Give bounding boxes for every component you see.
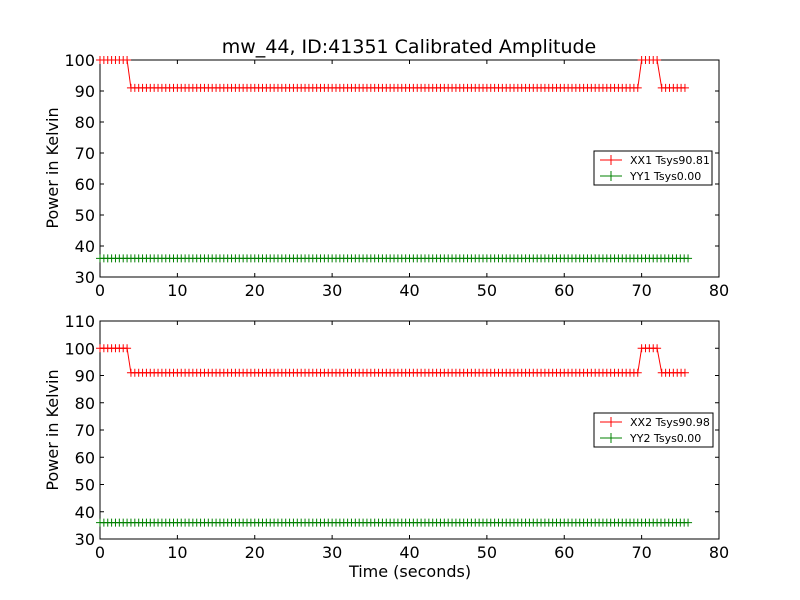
legend-bottom: XX2 Tsys90.98 YY2 Tsys0.00 [593,412,714,448]
x-tick-label-top: 20 [245,281,265,300]
x-tick-label-bottom: 60 [554,543,574,562]
y-tick-label-top: 90 [75,82,95,101]
y-tick-label-top: 40 [75,237,95,256]
data-point-xx2 [633,368,642,377]
ticks-bottom: 0 10 20 30 40 50 60 70 80 30 40 50 60 70 80 90 100 110 [64,312,729,562]
y-tick-label-bottom: 80 [75,394,95,413]
legend-marker-xx2 [606,417,616,427]
x-tick-label-top: 80 [709,281,729,300]
x-tick-label-top: 70 [631,281,651,300]
chart-title: mw_44, ID:41351 Calibrated Amplitude [222,36,597,58]
legend-marker-yy2 [606,433,616,443]
data-point-yy1 [684,254,693,263]
plot-bottom: 0 10 20 30 40 50 60 70 80 30 40 50 60 70 80 90 100 110 Po… [43,312,729,581]
legend-marker-yy1 [606,171,616,181]
legend-box-top [593,150,713,186]
x-tick-label-top: 50 [477,281,497,300]
ticks-top: 0 10 20 30 40 50 60 70 80 30 40 50 60 70 80 90 100 [64,51,729,300]
legend-label-xx2: XX2 Tsys90.98 [630,416,710,429]
legend-box-bottom [593,412,714,448]
x-tick-label-top: 60 [554,281,574,300]
y-tick-label-top: 30 [75,268,95,287]
y-tick-label-top: 80 [75,113,95,132]
x-tick-label-top: 10 [167,281,187,300]
y-tick-label-bottom: 50 [75,476,95,495]
plot-top: 0 10 20 30 40 50 60 70 80 30 40 50 60 70 80 90 100 Power… [43,51,729,300]
data-point-xx2 [680,368,689,377]
y-tick-label-top: 60 [75,175,95,194]
y-tick-label-bottom: 60 [75,448,95,467]
legend-label-yy2: YY2 Tsys0.00 [629,432,701,445]
data-point-xx2 [653,344,662,353]
y-axis-label-bottom: Power in Kelvin [43,369,62,490]
y-tick-label-bottom: 70 [75,421,95,440]
y-tick-label-top: 100 [64,51,95,70]
x-tick-label-top: 0 [95,281,105,300]
x-tick-label-bottom: 0 [95,543,105,562]
legend-label-yy1: YY1 Tsys0.00 [629,170,701,183]
x-tick-label-bottom: 80 [709,543,729,562]
data-point-xx1 [123,56,132,64]
x-tick-label-top: 40 [399,281,419,300]
data-point-xx1 [653,56,662,64]
y-tick-label-bottom: 90 [75,367,95,386]
data-point-xx1 [633,83,642,92]
legend-marker-xx1 [606,155,616,165]
legend-label-xx1: XX1 Tsys90.81 [630,154,710,167]
x-tick-label-bottom: 50 [477,543,497,562]
x-tick-label-bottom: 70 [631,543,651,562]
x-tick-label-bottom: 20 [245,543,265,562]
x-tick-label-bottom: 30 [322,543,342,562]
y-tick-label-bottom: 100 [64,339,95,358]
data-point-xx2 [123,344,132,353]
y-tick-label-bottom: 30 [75,530,95,549]
data-point-xx1 [680,83,689,92]
series-bottom [96,344,693,527]
x-tick-label-top: 30 [322,281,342,300]
y-tick-label-bottom: 110 [64,312,95,331]
y-tick-label-bottom: 40 [75,503,95,522]
y-axis-label-top: Power in Kelvin [43,107,62,228]
legend-top: XX1 Tsys90.81 YY1 Tsys0.00 [593,150,713,186]
data-point-yy2 [684,518,693,527]
y-tick-label-top: 50 [75,206,95,225]
series-top [96,56,693,263]
x-tick-label-bottom: 40 [399,543,419,562]
x-axis-label: Time (seconds) [348,562,471,581]
x-tick-label-bottom: 10 [167,543,187,562]
y-tick-label-top: 70 [75,144,95,163]
